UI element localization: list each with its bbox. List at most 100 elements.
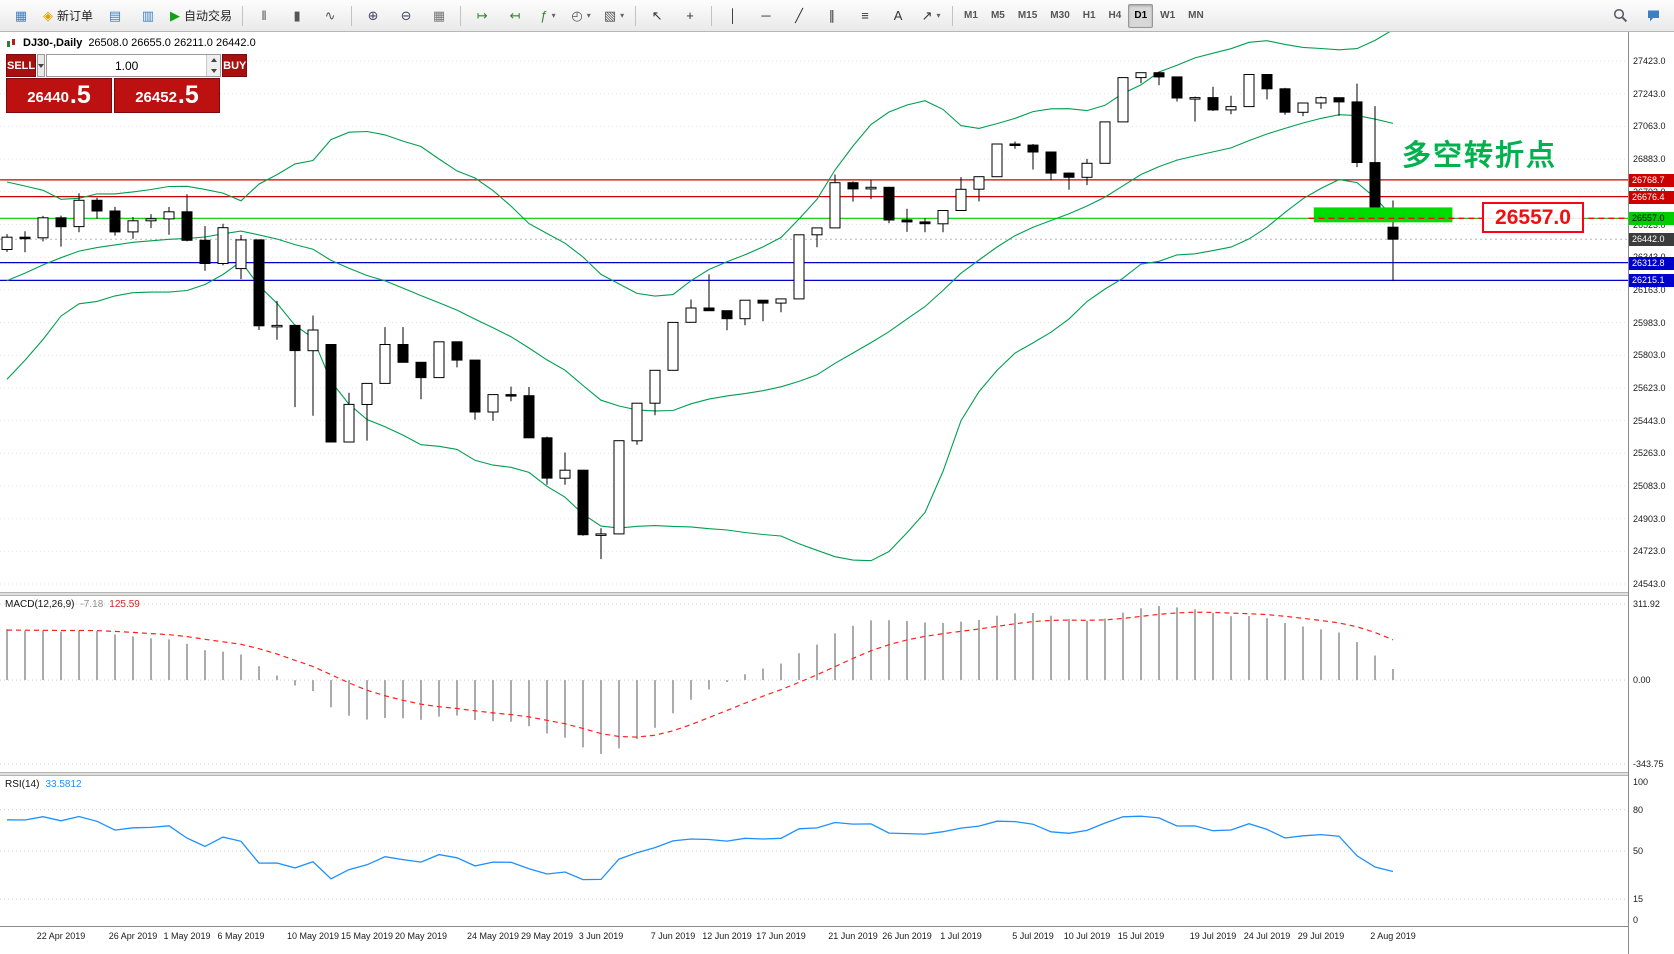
auto-scroll-icon: ↦: [476, 8, 488, 23]
chart-profiles-button[interactable]: ▤: [99, 3, 131, 29]
bar-chart-button[interactable]: ‖: [248, 3, 280, 29]
date-axis-label: 20 May 2019: [394, 931, 448, 941]
timeframe-m30-button[interactable]: M30: [1050, 10, 1070, 21]
date-axis-label: 15 May 2019: [340, 931, 394, 941]
chart-text-annotation[interactable]: 多空转折点: [1402, 140, 1558, 172]
macd-svg[interactable]: [0, 596, 1628, 772]
zoom-in-button[interactable]: ⊕: [357, 3, 389, 29]
current-price-badge: 26442.0: [1629, 233, 1674, 247]
rsi-svg[interactable]: [0, 776, 1628, 926]
indicators-button[interactable]: ƒ ▾: [532, 3, 564, 29]
line-chart-button[interactable]: ∿: [314, 3, 346, 29]
price-axis-label: 27063.0: [1633, 121, 1666, 132]
candlestick-chart-icon: ▮: [293, 8, 301, 23]
date-axis-label: 22 Apr 2019: [36, 931, 86, 941]
auto-trading-icon: ▶: [170, 8, 181, 23]
crosshair-icon: +: [686, 8, 694, 23]
price-axis-label: 27423.0: [1633, 56, 1666, 67]
sell-button[interactable]: SELL: [6, 54, 37, 77]
auto-trading-button[interactable]: ▶ 自动交易: [170, 8, 233, 23]
panel-splitter[interactable]: [0, 772, 1628, 776]
search-icon: [1613, 8, 1627, 23]
sell-price-fraction: .5: [69, 81, 91, 109]
search-button[interactable]: [1604, 3, 1636, 29]
date-axis-label: 2 Aug 2019: [1370, 931, 1416, 941]
timeframe-m15-button[interactable]: M15: [1017, 10, 1038, 21]
sell-price: 26440: [27, 89, 69, 106]
trendline-icon: ╱: [795, 8, 803, 23]
volume-spinner: [206, 55, 221, 76]
text-button[interactable]: A: [882, 3, 914, 29]
chart-shift-button[interactable]: ↤: [499, 3, 531, 29]
volume-increase-button[interactable]: [207, 55, 221, 66]
new-chart-button[interactable]: ▦: [5, 3, 37, 29]
cursor-button[interactable]: ↖: [641, 3, 673, 29]
candlestick-chart-button[interactable]: ▮: [281, 3, 313, 29]
sell-price-display[interactable]: 26440.5: [6, 78, 112, 113]
timeframe-m1-button[interactable]: M1: [964, 10, 978, 21]
volume-dropdown[interactable]: [37, 54, 46, 77]
date-axis[interactable]: 22 Apr 2019 26 Apr 2019 1 May 2019 6 May 20…: [0, 926, 1628, 954]
volume-input[interactable]: [47, 55, 207, 76]
fibonacci-button[interactable]: ≡: [849, 3, 881, 29]
ohlc-values: 26508.0 26655.0 26211.0 26442.0: [88, 37, 256, 49]
date-axis-label: 29 Jul 2019: [1297, 931, 1345, 941]
periods-icon: ◴: [571, 8, 583, 23]
buy-button[interactable]: BUY: [222, 54, 248, 77]
macd-axis-label: 311.92: [1633, 599, 1660, 609]
date-axis-label: 19 Jul 2019: [1189, 931, 1237, 941]
chevron-down-icon: [210, 68, 217, 73]
horizontal-line-button[interactable]: ─: [750, 3, 782, 29]
timeframe-w1-button[interactable]: W1: [1160, 10, 1176, 21]
text-icon: A: [893, 8, 903, 23]
market-watch-button[interactable]: ▥: [132, 3, 164, 29]
chart-window: DJ30-,Daily 26508.0 26655.0 26211.0 2644…: [0, 32, 1674, 954]
auto-scroll-button[interactable]: ↦: [466, 3, 498, 29]
arrow-objects-button[interactable]: ↗ ▾: [915, 3, 947, 29]
rsi-axis-label: 100: [1633, 777, 1649, 787]
buy-price-display[interactable]: 26452.5: [114, 78, 220, 113]
timeframe-mn-button[interactable]: MN: [1188, 10, 1204, 21]
price-axis-label: 25263.0: [1633, 448, 1666, 459]
rsi-panel[interactable]: RSI(14) 33.5812: [0, 776, 1628, 926]
one-click-trading-panel: SELL BUY 26440.5: [6, 54, 248, 113]
periods-button[interactable]: ◴ ▾: [565, 3, 597, 29]
chart-shift-icon: ↤: [509, 8, 521, 23]
rsi-axis-label: 0: [1633, 915, 1639, 925]
toolbar-separator: [711, 5, 713, 26]
trendline-button[interactable]: ╱: [783, 3, 815, 29]
toolbar-separator: [242, 5, 244, 26]
templates-button[interactable]: ▧ ▾: [598, 3, 630, 29]
indicators-icon: ƒ: [540, 8, 548, 23]
date-axis-label: 29 May 2019: [520, 931, 574, 941]
macd-panel[interactable]: MACD(12,26,9) -7.18 125.59: [0, 596, 1628, 772]
community-button[interactable]: [1637, 3, 1669, 29]
tile-windows-button[interactable]: ▦: [423, 3, 455, 29]
zoom-out-button[interactable]: ⊖: [390, 3, 422, 29]
main-chart-svg[interactable]: [0, 32, 1628, 592]
timeframe-m5-button[interactable]: M5: [990, 10, 1005, 21]
channel-button[interactable]: ∥: [816, 3, 848, 29]
macd-label: MACD(12,26,9) -7.18 125.59: [5, 599, 140, 610]
buy-price: 26452: [135, 89, 177, 106]
timeframe-h4-button[interactable]: H4: [1108, 10, 1122, 21]
timeframe-d1-button[interactable]: D1: [1128, 3, 1154, 28]
panel-splitter[interactable]: [0, 592, 1628, 596]
date-axis-label: 12 Jun 2019: [702, 931, 752, 941]
date-axis-label: 10 Jul 2019: [1063, 931, 1111, 941]
timeframe-h1-button[interactable]: H1: [1082, 10, 1096, 21]
new-order-button[interactable]: ◈ 新订单: [43, 8, 94, 23]
crosshair-button[interactable]: +: [674, 3, 706, 29]
price-axis-label: 25983.0: [1633, 317, 1666, 328]
price-axis[interactable]: 27423.027243.027063.026883.026703.026523…: [1628, 32, 1674, 954]
vertical-line-button[interactable]: │: [717, 3, 749, 29]
volume-decrease-button[interactable]: [207, 65, 221, 76]
price-axis-label: 26163.0: [1633, 284, 1666, 295]
rsi-label: RSI(14) 33.5812: [5, 779, 82, 790]
line-chart-icon: ∿: [324, 8, 336, 23]
price-axis-label: 24723.0: [1633, 546, 1666, 557]
highlight-rectangle: [1313, 207, 1453, 223]
price-callout-box[interactable]: 26557.0: [1482, 202, 1584, 233]
zoom-in-icon: ⊕: [367, 8, 379, 23]
main-chart-panel[interactable]: DJ30-,Daily 26508.0 26655.0 26211.0 2644…: [0, 32, 1628, 592]
